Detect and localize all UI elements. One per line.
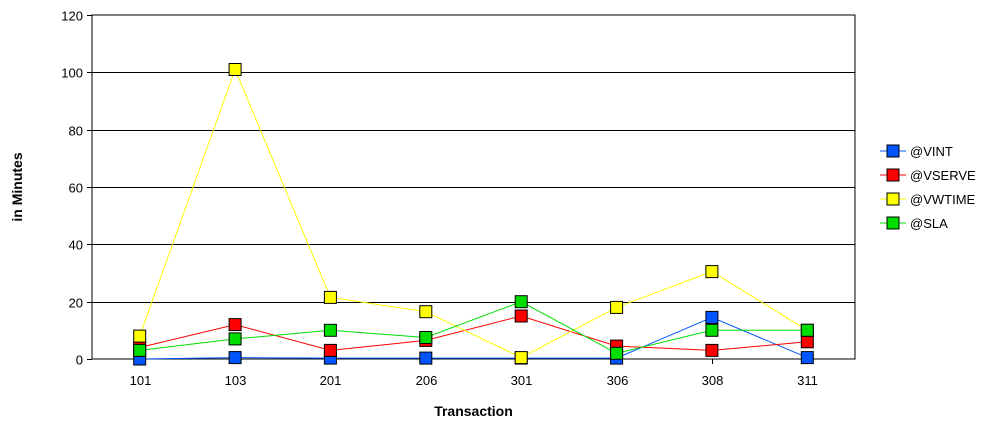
x-tick-label: 306	[607, 373, 629, 388]
legend-label: @VINT	[910, 144, 953, 159]
x-tick-label: 311	[797, 373, 818, 388]
series-line-2	[139, 68, 808, 359]
legend-label: @VWTIME	[910, 192, 976, 207]
y-tick-label: 100	[61, 66, 83, 81]
y-tick-label: 120	[61, 9, 83, 24]
x-axis-title: Transaction	[434, 403, 513, 419]
data-point-marker	[323, 343, 337, 357]
x-axis-ticks: 101 103 201 206 301 306 308 311	[130, 359, 818, 388]
x-tick-label: 201	[320, 373, 342, 388]
y-tick-label: 20	[69, 296, 83, 311]
legend-label: @SLA	[910, 216, 948, 231]
x-tick-label: 308	[702, 373, 724, 388]
data-point-marker	[419, 331, 433, 344]
data-point-marker	[514, 351, 528, 365]
legend-swatch	[886, 168, 900, 182]
y-tick-label: 40	[69, 238, 83, 253]
y-axis-title: in Minutes	[9, 152, 25, 221]
data-point-marker	[610, 346, 624, 360]
data-point-marker	[228, 63, 242, 76]
data-point-marker	[419, 305, 433, 319]
grid-lines	[92, 72, 855, 303]
data-point-marker	[419, 351, 433, 365]
y-axis-ticks: 0 20 40 60 80 100 120	[61, 9, 92, 368]
x-tick-label: 101	[130, 373, 152, 388]
data-point-marker	[133, 329, 147, 343]
data-point-marker	[800, 335, 814, 349]
legend-swatch	[886, 192, 900, 206]
legend: @VINT @VSERVE @VWTIME @SLA	[880, 144, 976, 231]
x-tick-label: 206	[416, 373, 438, 388]
legend-swatch	[886, 144, 900, 158]
legend-label: @VSERVE	[910, 168, 976, 183]
data-point-marker	[800, 323, 814, 337]
legend-swatch	[886, 216, 900, 230]
series-markers	[133, 63, 814, 366]
y-tick-label: 80	[69, 124, 83, 139]
data-point-marker	[228, 332, 242, 346]
data-point-marker	[705, 323, 719, 337]
y-tick-label: 0	[76, 353, 83, 368]
series-line-0	[139, 316, 808, 360]
data-point-marker	[610, 300, 624, 314]
series-line-1	[139, 315, 808, 351]
data-point-marker	[323, 323, 337, 337]
data-point-marker	[705, 310, 719, 324]
x-tick-label: 103	[225, 373, 247, 388]
data-point-marker	[228, 318, 242, 332]
data-point-marker	[133, 343, 147, 357]
series-line-3	[139, 301, 808, 354]
series-lines	[139, 68, 808, 360]
x-tick-label: 301	[511, 373, 533, 388]
data-point-marker	[514, 309, 528, 323]
data-point-marker	[705, 343, 719, 357]
data-point-marker	[514, 295, 528, 309]
data-point-marker	[705, 265, 719, 279]
data-point-marker	[228, 351, 242, 365]
data-point-marker	[323, 290, 337, 304]
y-tick-label: 60	[69, 181, 83, 196]
data-point-marker	[800, 351, 814, 365]
